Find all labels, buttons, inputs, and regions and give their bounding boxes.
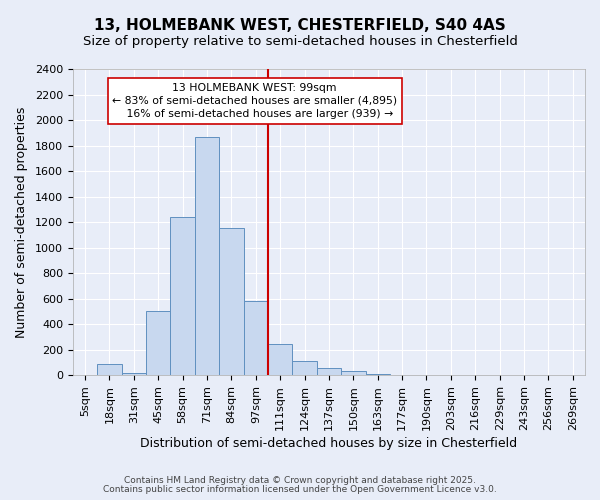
Bar: [146, 312, 170, 375]
Text: 13 HOLMEBANK WEST: 99sqm
← 83% of semi-detached houses are smaller (4,895)
   16: 13 HOLMEBANK WEST: 99sqm ← 83% of semi-d…: [112, 83, 397, 119]
Bar: [195, 136, 219, 375]
Bar: [317, 368, 341, 375]
Text: Contains HM Land Registry data © Crown copyright and database right 2025.: Contains HM Land Registry data © Crown c…: [124, 476, 476, 485]
Bar: [268, 344, 292, 375]
X-axis label: Distribution of semi-detached houses by size in Chesterfield: Distribution of semi-detached houses by …: [140, 437, 518, 450]
Bar: [341, 372, 365, 375]
Bar: [219, 228, 244, 375]
Bar: [390, 374, 415, 375]
Bar: [170, 217, 195, 375]
Text: 13, HOLMEBANK WEST, CHESTERFIELD, S40 4AS: 13, HOLMEBANK WEST, CHESTERFIELD, S40 4A…: [94, 18, 506, 32]
Bar: [244, 301, 268, 375]
Text: Contains public sector information licensed under the Open Government Licence v3: Contains public sector information licen…: [103, 484, 497, 494]
Bar: [122, 374, 146, 375]
Bar: [97, 364, 122, 375]
Bar: [292, 360, 317, 375]
Bar: [73, 374, 97, 375]
Y-axis label: Number of semi-detached properties: Number of semi-detached properties: [15, 106, 28, 338]
Bar: [365, 374, 390, 375]
Text: Size of property relative to semi-detached houses in Chesterfield: Size of property relative to semi-detach…: [83, 35, 517, 48]
